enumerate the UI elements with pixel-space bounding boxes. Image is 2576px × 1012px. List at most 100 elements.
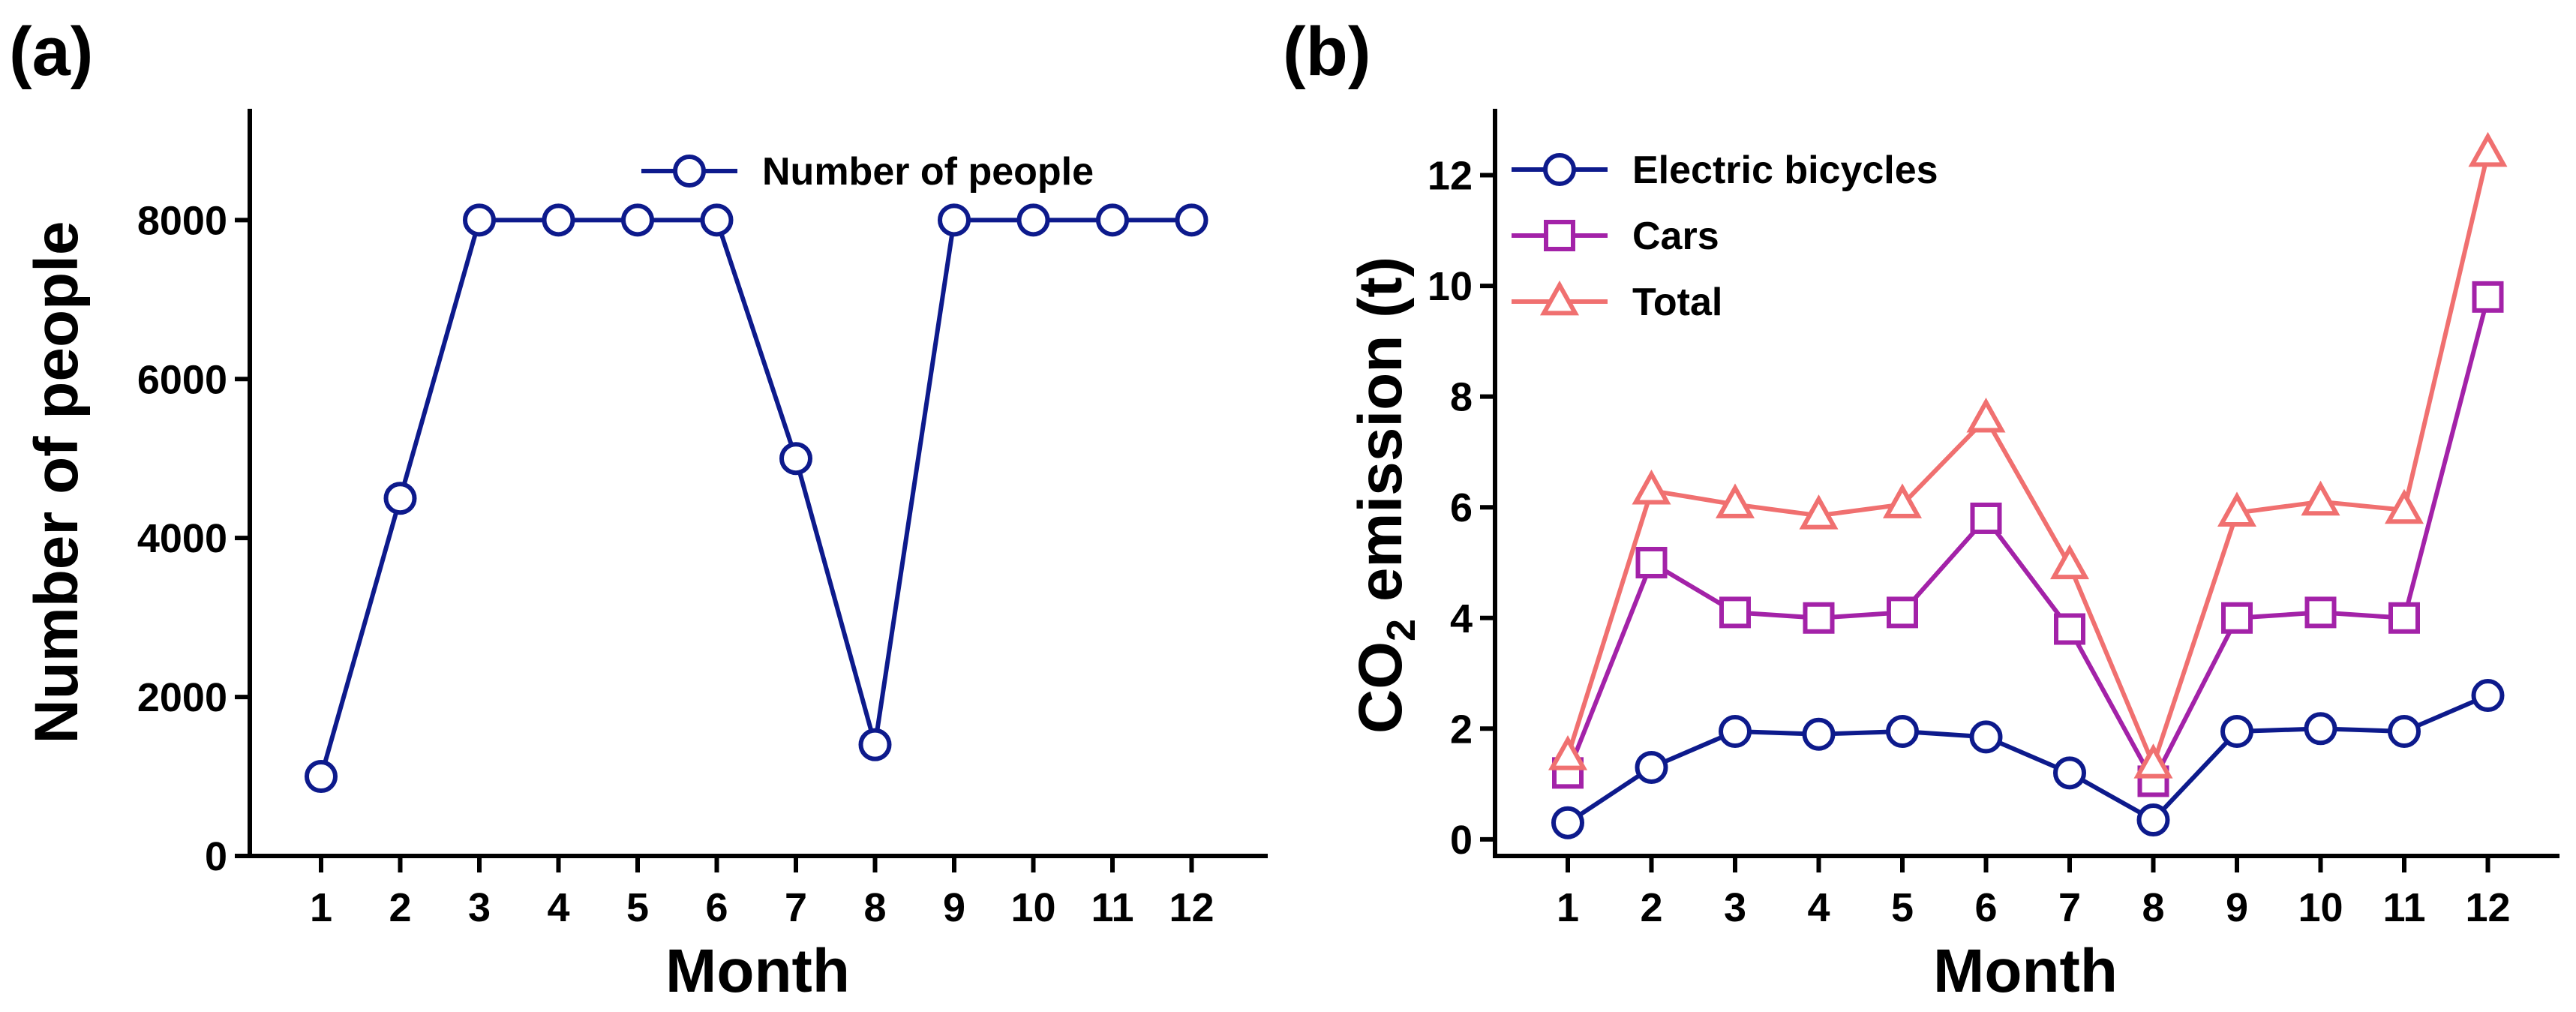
x-tick-label: 1	[310, 885, 332, 930]
panel-a-x-title: Month	[665, 937, 850, 1005]
y-tick-label: 4000	[137, 516, 227, 561]
data-point	[463, 203, 496, 237]
legend-marker	[1543, 153, 1576, 186]
series-line	[1566, 693, 2489, 825]
data-point	[2304, 596, 2337, 629]
legend-marker	[1544, 220, 1575, 251]
y-tick-label: 2000	[137, 675, 227, 720]
data-point	[1548, 735, 1588, 770]
y-tick-label: 4	[1450, 596, 1473, 641]
data-point	[2301, 480, 2340, 516]
legend-label: Number of people	[762, 150, 1094, 194]
y-tick-label: 8000	[137, 198, 227, 243]
x-tick-label: 3	[1724, 885, 1746, 930]
y-tick-label: 6	[1450, 485, 1473, 530]
data-point	[2384, 488, 2424, 524]
data-point	[2471, 679, 2505, 713]
data-point	[1096, 203, 1129, 237]
y-tick-label: 2	[1450, 707, 1473, 752]
x-tick-label: 6	[1974, 885, 1997, 930]
data-point	[1715, 483, 1755, 518]
x-tick-label: 4	[1807, 885, 1830, 930]
series-line	[1566, 296, 2490, 784]
x-tick-label: 4	[547, 885, 569, 930]
data-point	[305, 760, 338, 794]
panel-b-y-title-tail: emission (t)	[1347, 257, 1415, 619]
data-point	[383, 482, 417, 515]
legend-item: Cars	[1512, 215, 1719, 258]
series-cars	[1552, 281, 2504, 797]
legend-item: Number of people	[641, 150, 1094, 194]
x-tick-label: 7	[785, 885, 807, 930]
panel-a-label: (a)	[9, 14, 93, 90]
legend-label: Total	[1632, 281, 1722, 324]
data-point	[2049, 544, 2090, 580]
data-point	[1969, 720, 2003, 754]
x-tick-label: 12	[2465, 885, 2510, 930]
legend-marker	[1539, 280, 1580, 316]
data-point	[2221, 602, 2253, 634]
legend-label: Cars	[1632, 215, 1719, 258]
data-point	[1719, 596, 1751, 629]
x-tick-label: 1	[1557, 885, 1579, 930]
data-point	[1551, 806, 1584, 839]
data-point	[779, 442, 812, 476]
data-point	[1799, 494, 1839, 530]
x-tick-label: 8	[863, 885, 886, 930]
data-point	[1802, 717, 1836, 751]
series-line	[1566, 152, 2490, 767]
data-point	[1887, 596, 1918, 629]
data-point	[2304, 712, 2337, 746]
x-tick-label: 12	[1169, 885, 1214, 930]
x-tick-label: 3	[468, 885, 491, 930]
data-point	[1632, 469, 1671, 505]
x-tick-label: 5	[1891, 885, 1914, 930]
data-point	[2472, 281, 2504, 313]
data-point	[1719, 715, 1752, 748]
panel-b-y-title: CO2 emission (t)	[1347, 257, 1424, 734]
data-point	[2220, 715, 2253, 748]
data-point	[2054, 613, 2085, 645]
x-tick-label: 9	[2226, 885, 2248, 930]
data-point	[1886, 715, 1919, 748]
data-point	[1175, 203, 1208, 237]
x-tick-label: 5	[626, 885, 649, 930]
x-tick-label: 9	[943, 885, 965, 930]
legend: Number of people	[641, 150, 1094, 194]
data-point	[2136, 803, 2170, 837]
x-tick-label: 2	[1640, 885, 1662, 930]
data-point	[1016, 203, 1050, 237]
y-tick-label: 6000	[137, 357, 227, 402]
legend-item: Total	[1512, 280, 1722, 324]
panel-b-label: (b)	[1283, 14, 1371, 90]
panel-b-y-title-sub: 2	[1379, 619, 1424, 641]
data-point	[700, 203, 734, 237]
x-tick-label: 10	[1010, 885, 1055, 930]
legend-item: Electric bicycles	[1512, 149, 1938, 192]
y-tick-label: 8	[1450, 375, 1473, 420]
x-tick-label: 10	[2298, 885, 2343, 930]
series-number-of-people	[305, 203, 1208, 794]
data-point	[1803, 602, 1835, 634]
data-point	[2133, 743, 2173, 779]
legend-label: Electric bicycles	[1632, 149, 1938, 192]
series-electric-bicycles	[1551, 679, 2505, 839]
data-point	[2388, 715, 2421, 748]
x-tick-label: 11	[1091, 885, 1133, 930]
y-tick-label: 12	[1428, 154, 1473, 199]
data-point	[1882, 483, 1923, 518]
data-point	[542, 203, 575, 237]
x-tick-label: 11	[2382, 885, 2425, 930]
data-point	[1635, 750, 1668, 784]
series-total	[1548, 131, 2508, 779]
panel-b-y-title-main: CO	[1347, 641, 1415, 734]
data-point	[1970, 502, 2002, 534]
series-line	[319, 218, 1192, 777]
x-tick-label: 7	[2058, 885, 2081, 930]
x-tick-label: 8	[2142, 885, 2164, 930]
data-point	[858, 728, 892, 761]
panel-b-x-title: Month	[1933, 937, 2118, 1005]
data-point	[2468, 131, 2508, 167]
data-point	[938, 203, 971, 237]
